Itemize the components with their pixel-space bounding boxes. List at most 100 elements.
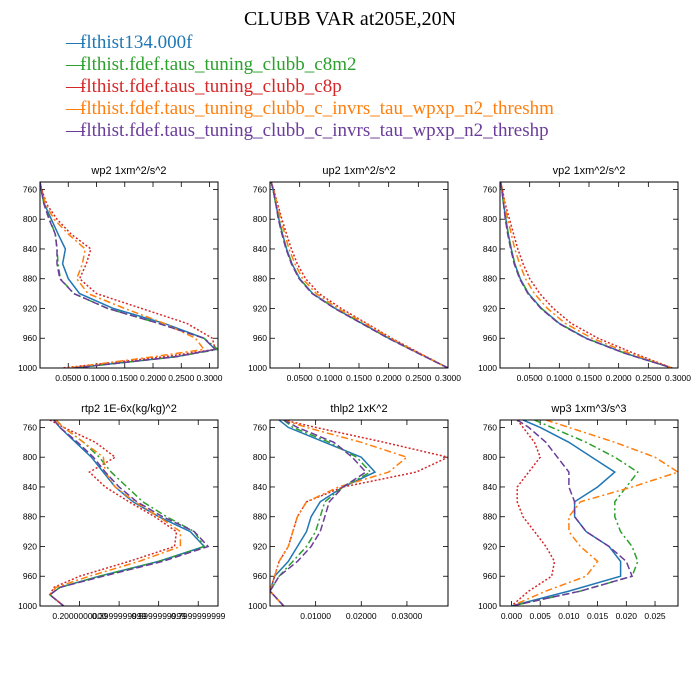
x-tick-label: 0.3999999999 bbox=[92, 611, 147, 621]
series-line bbox=[511, 420, 556, 606]
series-line bbox=[48, 420, 178, 606]
chart-panel: wp3 1xm^3/s^3 760 800 840 880 920 960 1000 0.000… bbox=[478, 403, 679, 621]
x-tick-label: 0.010 bbox=[558, 611, 580, 621]
x-tick-label: 0.2500 bbox=[635, 373, 661, 383]
legend-label: flthist134.000f bbox=[80, 32, 193, 53]
series-line bbox=[40, 182, 217, 368]
series-line bbox=[511, 420, 622, 606]
x-tick-label: 0.0500 bbox=[517, 373, 543, 383]
series-line bbox=[270, 182, 448, 368]
x-tick-label: 0.1500 bbox=[576, 373, 602, 383]
chart-title: rtp2 1E-6x(kg/kg)^2 bbox=[81, 403, 177, 415]
chart-panel: up2 1xm^2/s^2 760 800 840 880 920 960 1000 0.050… bbox=[248, 165, 461, 383]
y-tick-label: 960 bbox=[23, 571, 37, 581]
plot-frame bbox=[499, 419, 679, 607]
series-line bbox=[511, 420, 639, 606]
chart-title: up2 1xm^2/s^2 bbox=[322, 165, 395, 177]
y-tick-label: 1000 bbox=[478, 363, 497, 373]
series-line bbox=[270, 420, 367, 606]
y-tick-label: 760 bbox=[23, 184, 37, 194]
series-line bbox=[500, 182, 673, 368]
legend-item: —flthist134.000f bbox=[66, 32, 554, 54]
y-tick-label: 760 bbox=[253, 184, 267, 194]
y-tick-label: 960 bbox=[253, 333, 267, 343]
legend: —flthist134.000f —flthist.fdef.taus_tuni… bbox=[66, 32, 554, 142]
x-tick-label: 0.015 bbox=[587, 611, 609, 621]
series-line bbox=[511, 420, 678, 606]
x-tick-label: 0.2500 bbox=[168, 373, 194, 383]
chart-panel: thlp2 1xK^2 760 800 840 880 920 960 1000 0.01000… bbox=[248, 403, 449, 621]
y-tick-label: 960 bbox=[483, 333, 497, 343]
legend-item: —flthist.fdef.taus_tuning_clubb_c8m2 bbox=[66, 54, 554, 76]
y-tick-label: 840 bbox=[483, 482, 497, 492]
y-tick-label: 840 bbox=[483, 244, 497, 254]
legend-label: flthist.fdef.taus_tuning_clubb_c_invrs_t… bbox=[80, 120, 549, 141]
y-tick-label: 880 bbox=[483, 274, 497, 284]
y-tick-label: 960 bbox=[253, 571, 267, 581]
chart-title: vp2 1xm^2/s^2 bbox=[553, 165, 626, 177]
series-line bbox=[500, 182, 673, 368]
x-tick-label: 0.1500 bbox=[112, 373, 138, 383]
x-tick-label: 0.020 bbox=[616, 611, 638, 621]
chart-panel: vp2 1xm^2/s^2 760 800 840 880 920 960 1000 0.050… bbox=[478, 165, 691, 383]
series-line bbox=[48, 420, 182, 606]
x-tick-label: 0.005 bbox=[530, 611, 552, 621]
y-tick-label: 840 bbox=[23, 482, 37, 492]
series-line bbox=[40, 182, 206, 368]
chart-title: thlp2 1xK^2 bbox=[330, 403, 387, 415]
y-tick-label: 840 bbox=[253, 482, 267, 492]
y-tick-label: 880 bbox=[23, 512, 37, 522]
y-tick-label: 800 bbox=[483, 214, 497, 224]
y-tick-label: 760 bbox=[253, 422, 267, 432]
y-tick-label: 1000 bbox=[18, 601, 37, 611]
x-tick-label: 0.02000 bbox=[346, 611, 377, 621]
series-line bbox=[500, 182, 673, 368]
y-tick-label: 1000 bbox=[18, 363, 37, 373]
page-title: CLUBB VAR at205E,20N bbox=[243, 8, 457, 30]
series-line bbox=[270, 182, 448, 368]
x-tick-label: 0.3000 bbox=[665, 373, 691, 383]
x-tick-label: 0.000 bbox=[501, 611, 523, 621]
x-tick-label: 0.2000000000 bbox=[52, 611, 107, 621]
x-tick-label: 0.1500 bbox=[346, 373, 372, 383]
series-line bbox=[40, 182, 217, 368]
x-tick-label: 0.2000 bbox=[140, 373, 166, 383]
y-tick-label: 960 bbox=[23, 333, 37, 343]
y-tick-label: 800 bbox=[253, 452, 267, 462]
x-tick-label: 0.025 bbox=[644, 611, 666, 621]
y-tick-label: 1000 bbox=[248, 363, 267, 373]
x-tick-label: 0.1000 bbox=[546, 373, 572, 383]
chart-panel: rtp2 1E-6x(kg/kg)^2 760 800 840 880 920 960 100… bbox=[18, 403, 226, 621]
y-tick-label: 920 bbox=[23, 541, 37, 551]
x-tick-label: 0.0500 bbox=[287, 373, 313, 383]
y-tick-label: 760 bbox=[483, 184, 497, 194]
y-tick-label: 880 bbox=[253, 274, 267, 284]
legend-item: —flthist.fdef.taus_tuning_clubb_c_invrs_… bbox=[66, 120, 554, 142]
series-line bbox=[270, 420, 409, 606]
x-tick-label: 0.01000 bbox=[300, 611, 331, 621]
plot-frame bbox=[499, 181, 679, 369]
y-tick-label: 1000 bbox=[248, 601, 267, 611]
x-tick-label: 0.7999999999 bbox=[171, 611, 226, 621]
chart-panel: wp2 1xm^2/s^2 760 800 840 880 920 960 1000 0.050… bbox=[18, 165, 223, 383]
plot-frame bbox=[39, 419, 219, 607]
x-tick-label: 0.5999999999 bbox=[131, 611, 186, 621]
x-tick-label: 0.0500 bbox=[55, 373, 81, 383]
y-tick-label: 960 bbox=[483, 571, 497, 581]
series-line bbox=[48, 420, 206, 606]
x-tick-label: 0.1000 bbox=[84, 373, 110, 383]
series-line bbox=[500, 182, 673, 368]
x-tick-label: 0.1000 bbox=[316, 373, 342, 383]
series-line bbox=[270, 420, 377, 606]
series-line bbox=[48, 420, 210, 606]
legend-label: flthist.fdef.taus_tuning_clubb_c8m2 bbox=[80, 54, 357, 75]
x-tick-label: 0.3000 bbox=[197, 373, 223, 383]
y-tick-label: 920 bbox=[23, 303, 37, 313]
y-tick-label: 800 bbox=[23, 452, 37, 462]
y-tick-label: 1000 bbox=[478, 601, 497, 611]
series-line bbox=[511, 420, 634, 606]
plot-frame bbox=[269, 181, 449, 369]
y-tick-label: 840 bbox=[23, 244, 37, 254]
x-tick-label: 0.2000 bbox=[376, 373, 402, 383]
